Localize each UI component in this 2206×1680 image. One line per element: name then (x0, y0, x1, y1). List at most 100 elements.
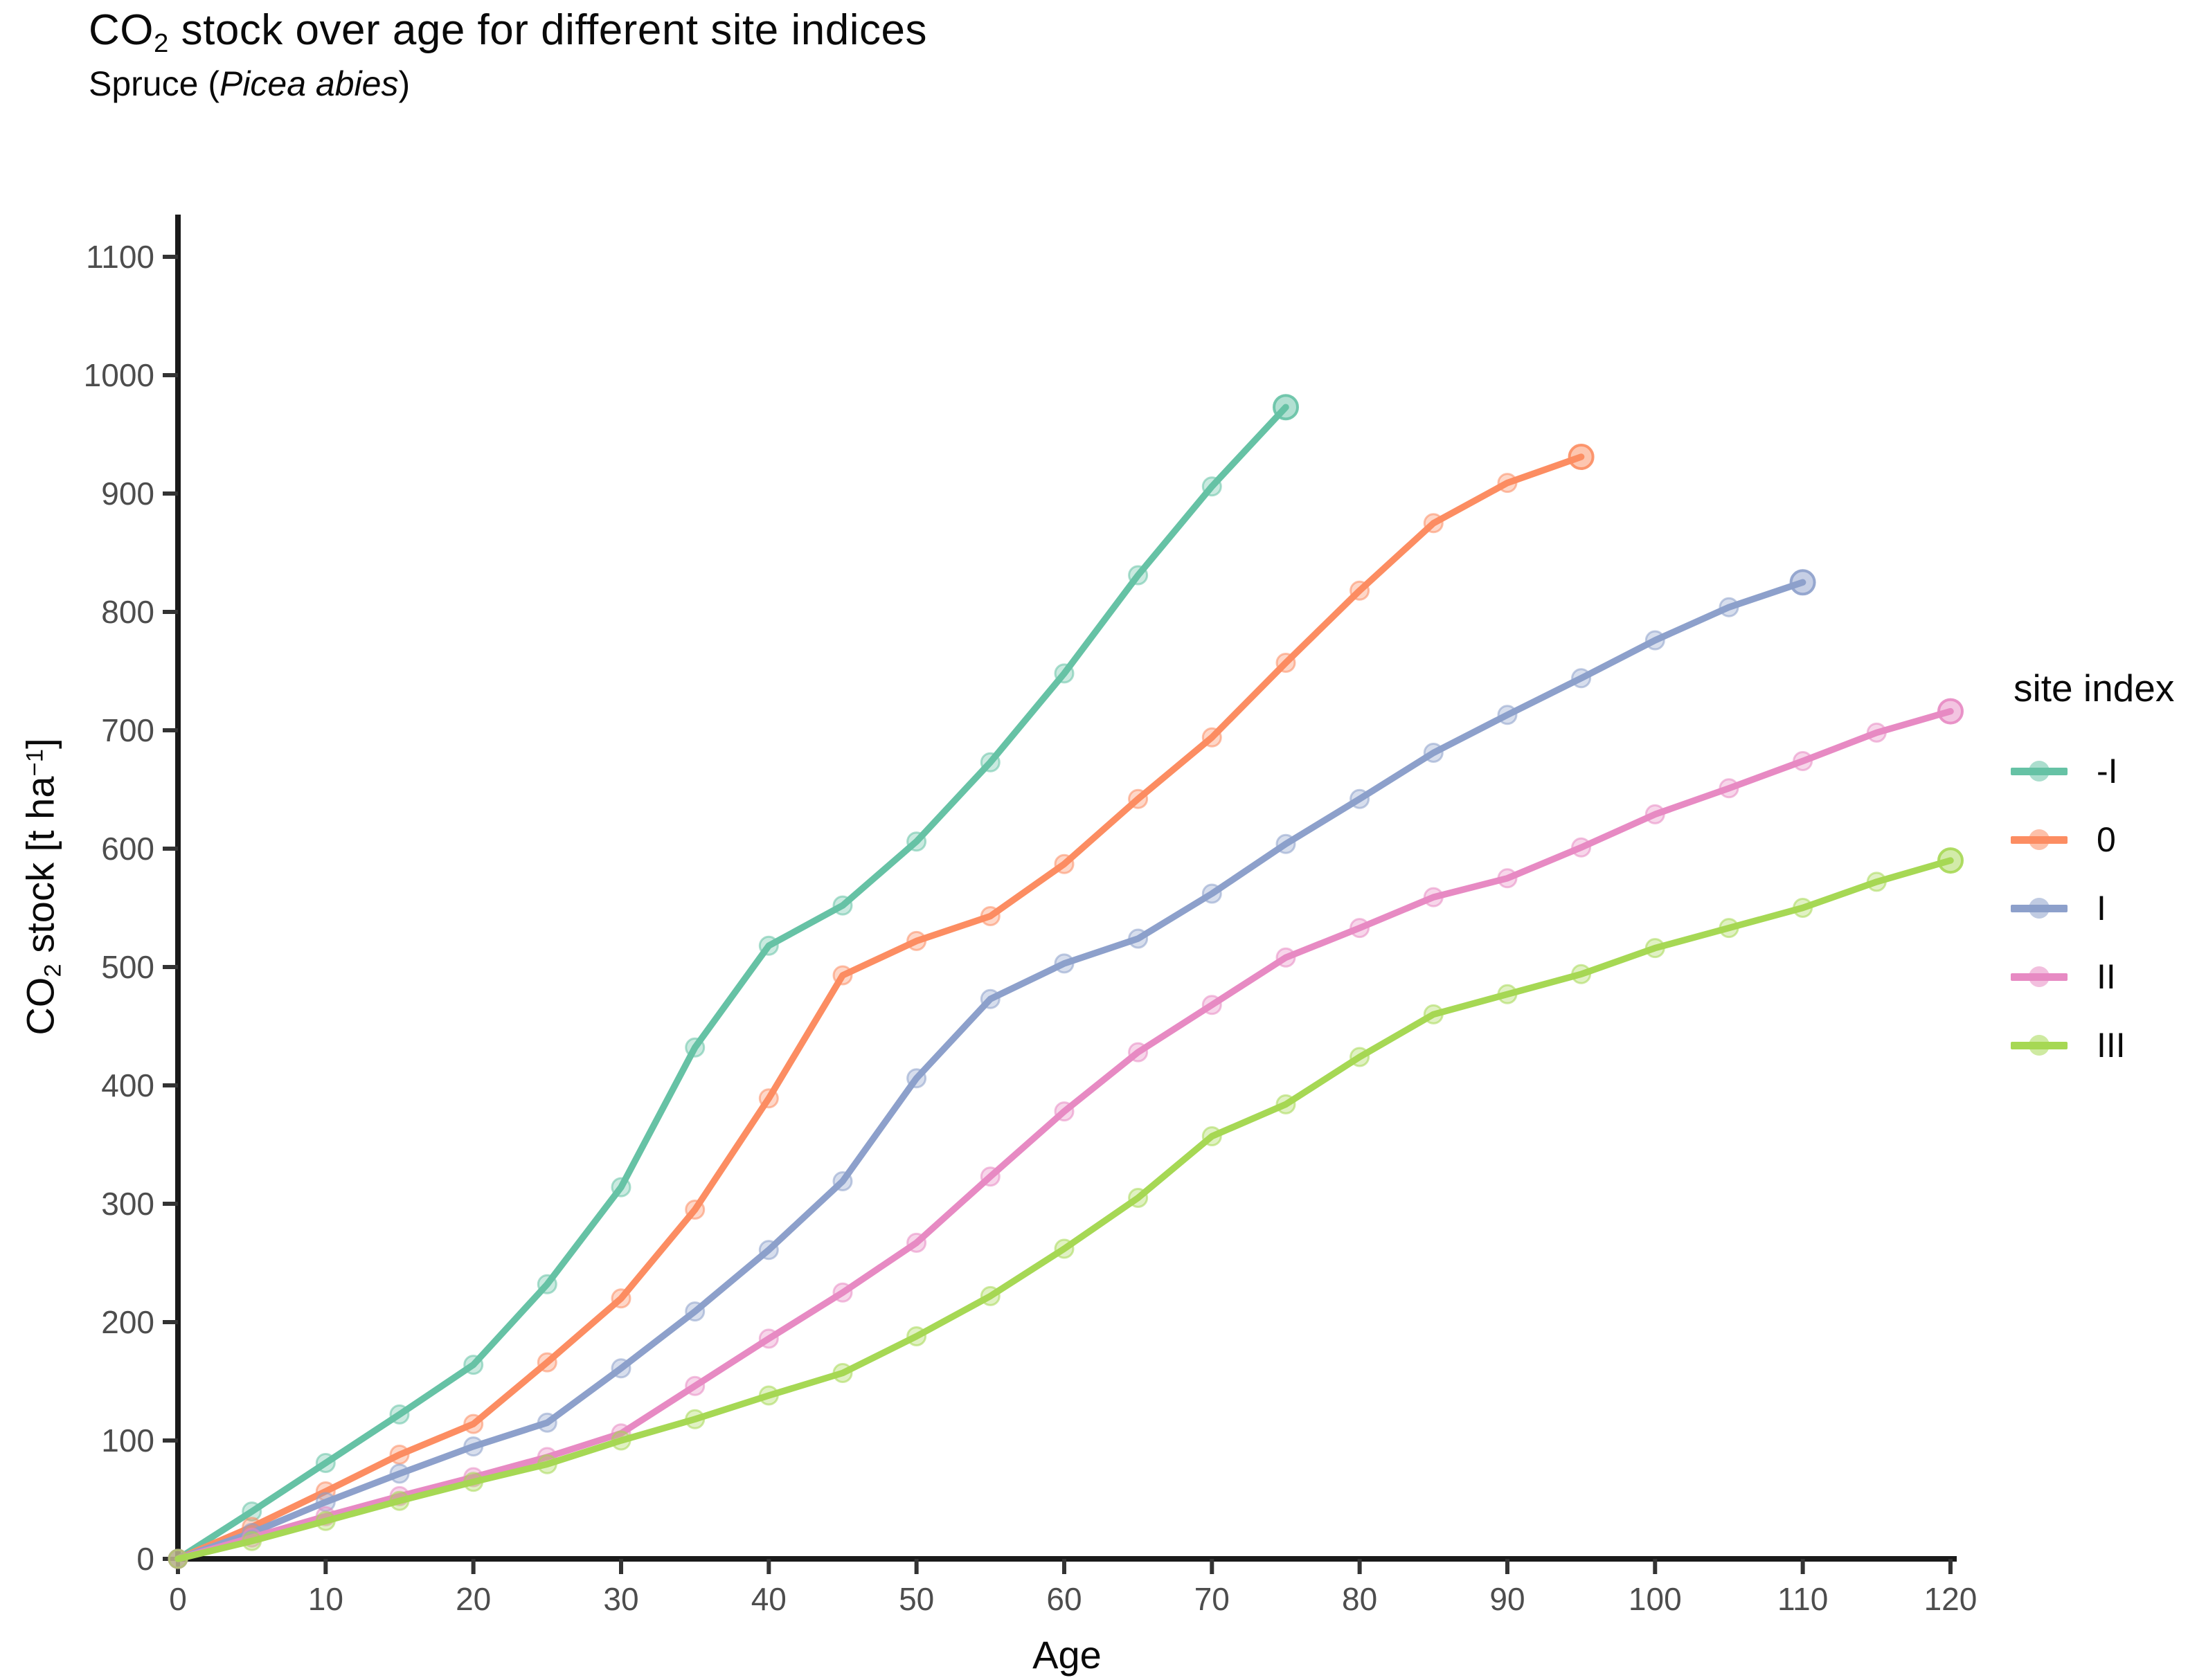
y-tick-label: 800 (101, 594, 154, 630)
series-point-III (168, 1548, 188, 1569)
legend-key-line-icon (2011, 897, 2068, 919)
series-point-I (906, 1068, 927, 1089)
series-point-I (1349, 788, 1370, 809)
series-point-I (1719, 597, 1739, 617)
chart-subtitle-suffix: ) (398, 64, 411, 103)
series-point-III (1275, 1094, 1296, 1114)
y-axis-title-prefix: CO (18, 977, 62, 1036)
x-axis-title: Age (1032, 1633, 1102, 1677)
series-point-II (1644, 804, 1665, 824)
chart-subtitle-prefix: Spruce ( (89, 64, 219, 103)
series-point-III (1571, 964, 1592, 984)
series-point-III (463, 1472, 484, 1492)
chart-title-subscript: 2 (154, 28, 169, 58)
series-point-0 (463, 1413, 484, 1434)
x-tick-label: 30 (603, 1581, 638, 1617)
series-point-III (611, 1430, 631, 1451)
series-point--I (463, 1355, 484, 1375)
x-tick-label: 100 (1629, 1581, 1682, 1617)
series-point-II (1128, 1042, 1149, 1063)
x-tick-label: 60 (1046, 1581, 1082, 1617)
y-tick-label: 300 (101, 1186, 154, 1222)
series-point-II (1497, 868, 1518, 889)
series-line-0 (174, 453, 1585, 1562)
series-point-III (389, 1490, 410, 1511)
series-point-I (1128, 928, 1149, 949)
series-point--I (1054, 663, 1075, 684)
x-tick-label: 110 (1777, 1581, 1828, 1617)
series-point-0 (611, 1288, 631, 1309)
legend-key-line-icon (2011, 966, 2068, 987)
y-tick-label: 1100 (86, 239, 154, 275)
series-point-III (1719, 918, 1739, 939)
series-point-II (1866, 722, 1887, 743)
x-tick-label: 10 (308, 1581, 343, 1617)
series-point-0 (685, 1200, 706, 1220)
series-point-III (832, 1363, 853, 1383)
legend-key-point (2029, 897, 2050, 919)
y-axis-title: CO2 stock [t ha−1] (18, 738, 66, 1036)
series-line-III (174, 857, 1954, 1562)
legend-item-0: 0 (2008, 805, 2174, 874)
x-tick-label: 0 (169, 1581, 187, 1617)
legend-item-label: II (2097, 957, 2116, 996)
series-point-II (758, 1328, 779, 1349)
y-axis-title-superscript: −1 (21, 748, 48, 777)
series-point-0 (1423, 513, 1444, 534)
series-point-III (1201, 1126, 1222, 1146)
series-point-0 (1054, 853, 1075, 874)
series-point-0 (832, 965, 853, 986)
series-point--I (832, 895, 853, 916)
y-tick-label: 700 (101, 712, 154, 748)
legend-key-point (2029, 760, 2050, 782)
series-point-III (1054, 1238, 1075, 1259)
series-point-0 (1497, 473, 1518, 494)
series-point-III (685, 1409, 706, 1429)
series-point-III (537, 1454, 557, 1474)
series-point--I (242, 1501, 262, 1522)
series-point-I (832, 1171, 853, 1191)
series-endpoint-II (1937, 698, 1964, 725)
series-point-II (1571, 837, 1592, 858)
series-point-I (1275, 833, 1296, 854)
y-tick-label: 500 (101, 949, 154, 985)
series-point-III (315, 1510, 336, 1531)
y-tick-label: 100 (101, 1422, 154, 1458)
series-point--I (389, 1404, 410, 1425)
x-tick-label: 40 (751, 1581, 787, 1617)
series-point-II (1423, 887, 1444, 907)
series-point-I (758, 1240, 779, 1261)
series-point-I (389, 1463, 410, 1484)
series-point-0 (906, 930, 927, 951)
x-tick-label: 90 (1489, 1581, 1525, 1617)
series-point-0 (537, 1352, 557, 1373)
series-point--I (685, 1037, 706, 1058)
y-tick-label: 0 (136, 1541, 154, 1577)
series-point-II (1719, 778, 1739, 799)
series-point-I (1201, 883, 1222, 904)
series-point-II (685, 1375, 706, 1396)
series-point-III (1423, 1004, 1444, 1024)
legend-key-point (2029, 829, 2050, 850)
series-point-I (1644, 630, 1665, 651)
x-tick-label: 20 (456, 1581, 491, 1617)
series-point-I (685, 1301, 706, 1322)
series-point-II (1349, 918, 1370, 939)
series-point--I (315, 1453, 336, 1473)
series-point-0 (758, 1088, 779, 1109)
y-tick-label: 600 (101, 831, 154, 867)
chart-title-prefix: CO (89, 6, 154, 54)
legend-item-I: I (2008, 874, 2174, 942)
series-point-II (832, 1282, 853, 1303)
y-axis-title-subscript: 2 (39, 964, 66, 977)
series-line-I (174, 579, 1806, 1562)
legend-item-III: III (2008, 1011, 2174, 1079)
series-point-III (1349, 1047, 1370, 1067)
y-tick-label: 1000 (84, 357, 154, 393)
series-point--I (611, 1177, 631, 1198)
x-tick-label: 80 (1342, 1581, 1377, 1617)
chart-title: CO2 stock over age for different site in… (89, 6, 927, 58)
series-point-III (906, 1326, 927, 1346)
legend-title: site index (2014, 667, 2175, 710)
